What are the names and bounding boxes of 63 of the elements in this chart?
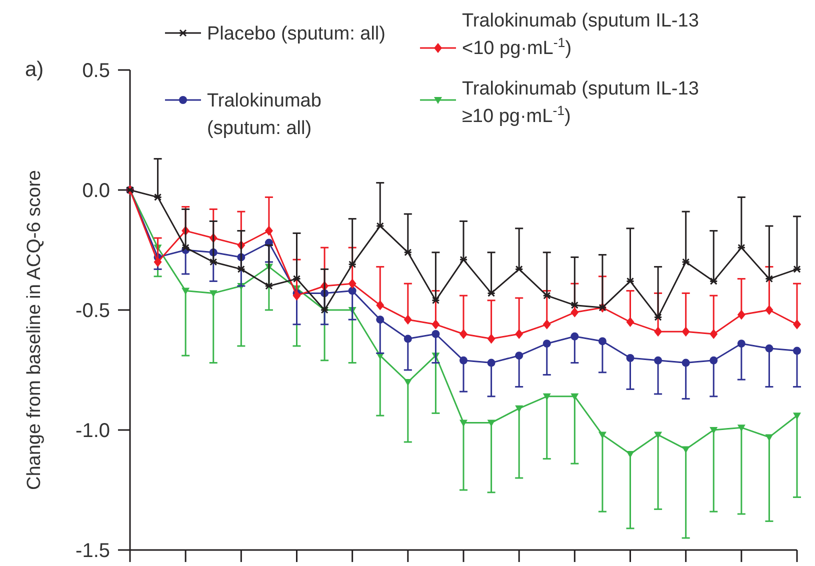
point	[765, 305, 774, 315]
point	[432, 330, 440, 338]
point	[626, 317, 634, 327]
point	[460, 329, 468, 339]
point	[654, 432, 662, 439]
point	[542, 393, 551, 400]
y-tick-label: 0.0	[82, 180, 110, 202]
point	[542, 319, 551, 330]
point	[460, 356, 468, 364]
y-tick-label: -1.5	[76, 540, 110, 562]
point	[376, 316, 384, 324]
point	[737, 310, 746, 320]
point	[598, 337, 606, 346]
point	[793, 319, 801, 330]
legend-label: Tralokinumab (sputum IL-13 <10 pg·mL$^{-1}$)	[462, 10, 699, 60]
point	[487, 420, 496, 427]
point	[793, 346, 801, 355]
text: a)	[25, 58, 44, 81]
point	[682, 358, 690, 367]
point	[348, 278, 356, 289]
point	[710, 356, 718, 364]
point	[154, 257, 162, 267]
point	[404, 314, 412, 325]
point	[626, 354, 634, 362]
point	[515, 352, 524, 360]
point	[404, 334, 412, 343]
y-tick-label: -1.0	[76, 420, 110, 442]
point	[432, 319, 440, 330]
legend-label: Tralokinumab (sputum IL-13 ≥10 pg·mL$^{-1}$)	[462, 78, 699, 128]
point	[209, 290, 218, 298]
point	[487, 334, 496, 344]
point	[654, 356, 662, 364]
point	[542, 340, 551, 348]
legend-label: Placebo (sputum: all)	[207, 24, 386, 45]
point	[376, 300, 384, 310]
point	[682, 326, 690, 337]
point	[598, 432, 606, 439]
point	[710, 329, 718, 339]
point	[404, 379, 412, 386]
point	[515, 405, 524, 412]
point	[182, 288, 190, 295]
point	[626, 451, 634, 458]
point	[570, 393, 579, 400]
point	[292, 290, 301, 301]
point	[765, 434, 774, 442]
point	[515, 329, 524, 339]
point	[570, 332, 579, 340]
point	[710, 427, 718, 434]
y-tick-label: 0.5	[82, 60, 110, 82]
point	[793, 412, 801, 420]
point	[654, 326, 662, 337]
point	[765, 344, 774, 352]
y-tick-label: -0.5	[76, 300, 110, 322]
point	[737, 340, 746, 348]
point	[570, 307, 579, 318]
point	[682, 446, 690, 454]
point	[460, 420, 468, 427]
point	[487, 358, 496, 367]
y-axis-title: Change from baseline in ACQ-6 score	[24, 170, 45, 490]
point	[264, 226, 273, 236]
legend-label: Tralokinumab (sputum: all)	[207, 90, 322, 140]
point	[737, 424, 746, 432]
point	[348, 286, 356, 295]
